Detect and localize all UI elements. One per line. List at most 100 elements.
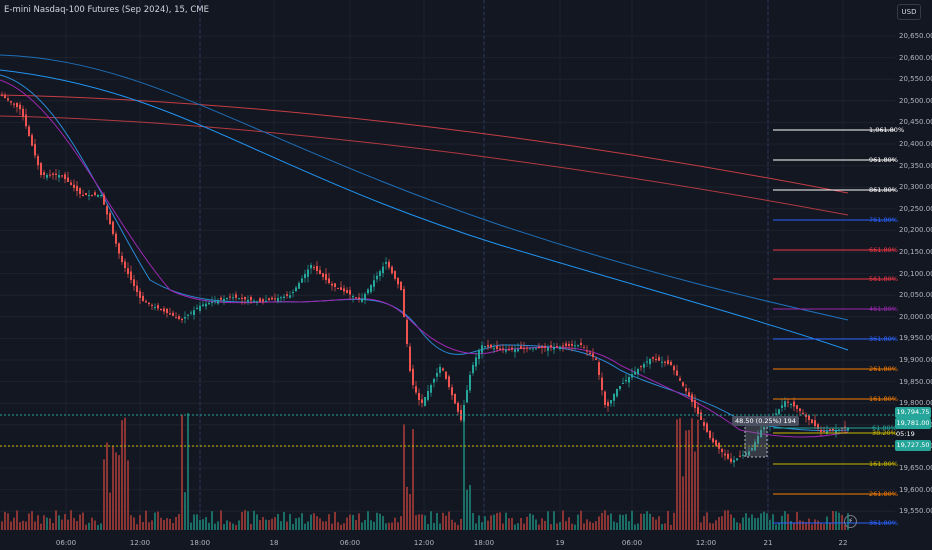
volume-bar — [760, 513, 762, 530]
candle-body — [214, 301, 216, 303]
candle-body — [61, 175, 63, 177]
candle-body — [232, 297, 234, 299]
volume-bar — [169, 518, 171, 530]
volume-bar — [13, 517, 15, 530]
candle-body — [559, 346, 561, 350]
candle-body — [517, 349, 519, 352]
candle-body — [55, 173, 57, 175]
volume-bar — [547, 511, 549, 530]
candle-body — [148, 302, 150, 304]
candle-body — [178, 316, 180, 319]
candle-body — [526, 347, 528, 349]
ma-blue-1 — [0, 54, 849, 321]
candle-body — [118, 243, 120, 254]
candle-body — [25, 114, 27, 127]
volume-bar — [319, 518, 321, 530]
fib-level-label: 38.20% — [872, 429, 897, 437]
volume-bar — [298, 517, 300, 530]
volume-bar — [469, 484, 471, 530]
candle-body — [598, 362, 600, 375]
volume-bar — [340, 524, 342, 530]
volume-bar — [94, 520, 96, 530]
volume-bar — [520, 517, 522, 530]
candle-body — [328, 278, 330, 283]
volume-bar — [601, 512, 603, 530]
volume-bar — [370, 520, 372, 530]
candle-body — [142, 295, 144, 301]
volume-bar — [724, 510, 726, 530]
candle-body — [196, 308, 198, 309]
volume-bar — [496, 513, 498, 530]
candle-body — [751, 448, 753, 451]
candle-body — [151, 304, 153, 306]
volume-bar — [808, 518, 810, 530]
volume-bar — [613, 521, 615, 530]
volume-bar — [271, 518, 273, 530]
candle-body — [436, 373, 438, 377]
candle-body — [439, 367, 441, 373]
candle-body — [205, 303, 207, 307]
candle-body — [484, 346, 486, 347]
candle-body — [352, 296, 354, 298]
volume-bar — [436, 512, 438, 530]
candle-body — [301, 278, 303, 283]
volume-bar — [607, 515, 609, 530]
volume-bar — [19, 522, 21, 530]
fib-level-label: 361.80% — [869, 519, 898, 527]
candle-body — [67, 177, 69, 182]
candle-body — [136, 285, 138, 292]
volume-bar — [139, 515, 141, 530]
candle-body — [817, 424, 819, 429]
candle-body — [307, 269, 309, 277]
candle-body — [325, 274, 327, 280]
time-axis-label: 18:00 — [473, 539, 495, 547]
volume-bar — [757, 517, 759, 530]
volume-bar — [352, 515, 354, 530]
volume-bar — [337, 522, 339, 530]
volume-bar — [517, 523, 519, 530]
currency-button[interactable]: USD — [897, 4, 921, 20]
volume-bar — [820, 523, 822, 530]
volume-bar — [718, 517, 720, 530]
candle-body — [493, 348, 495, 350]
candle-body — [97, 195, 99, 197]
volume-bar — [379, 513, 381, 530]
candle-body — [289, 295, 291, 298]
volume-bar — [544, 520, 546, 530]
volume-bar — [121, 420, 123, 530]
volume-bar — [676, 419, 678, 530]
candle-body — [160, 308, 162, 310]
candle-body — [781, 405, 783, 408]
price-axis-label: 20,300.00 — [899, 183, 932, 192]
candle-body — [34, 144, 36, 156]
fib-level-label: 861.80% — [869, 186, 898, 194]
volume-bar — [259, 520, 261, 530]
candle-body — [418, 392, 420, 400]
candle-body — [298, 283, 300, 289]
volume-bar — [472, 512, 474, 530]
candle-body — [259, 298, 261, 302]
volume-bar — [7, 513, 9, 530]
lightning-icon[interactable]: ⚡ — [844, 515, 857, 528]
candle-body — [277, 298, 279, 302]
fib-extension-lines — [773, 129, 895, 524]
candle-body — [544, 345, 546, 348]
candle-body — [241, 297, 243, 299]
volume-bar — [526, 516, 528, 530]
volume-bar — [367, 511, 369, 530]
candle-body — [496, 346, 498, 349]
candle-body — [229, 296, 231, 298]
candle-body — [52, 173, 54, 175]
candle-body — [733, 460, 735, 463]
candle-body — [757, 436, 759, 444]
candle-body — [280, 297, 282, 299]
volume-bar — [361, 522, 363, 530]
candle-body — [244, 296, 246, 300]
time-axis-label: 12:00 — [695, 539, 717, 547]
candle-body — [763, 427, 765, 430]
candle-body — [217, 300, 219, 304]
candle-body — [109, 213, 111, 225]
volume-bar — [22, 520, 24, 530]
candle-body — [154, 307, 156, 308]
